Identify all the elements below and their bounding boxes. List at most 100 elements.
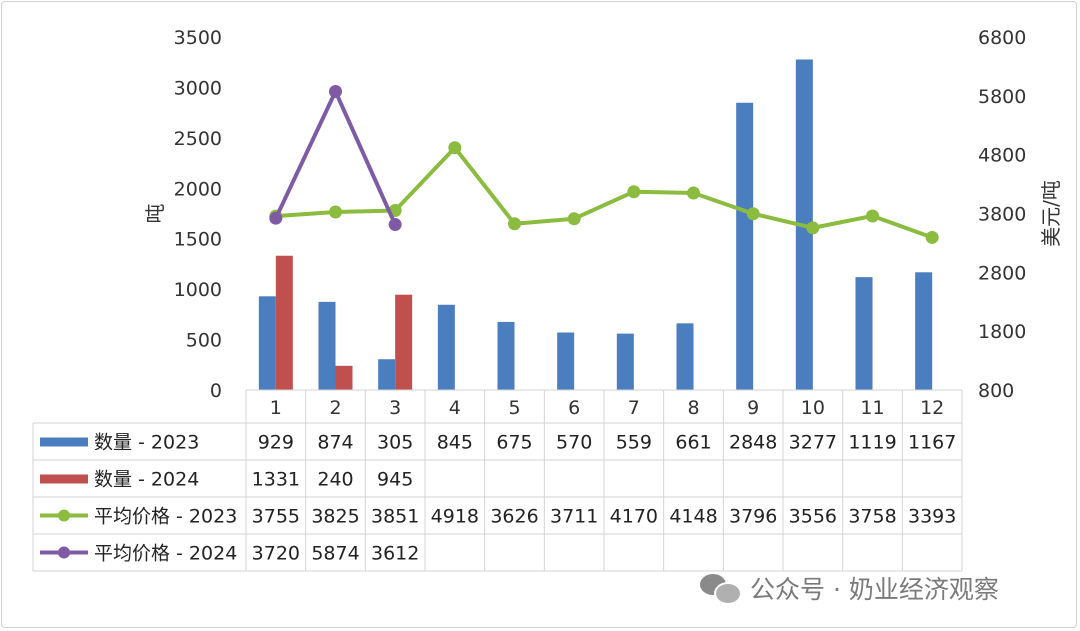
- y-left-tick-label: 500: [186, 330, 222, 352]
- line-point: [627, 185, 641, 199]
- table-value: 3755: [252, 506, 300, 528]
- line-point: [388, 218, 402, 232]
- bar-2023: [557, 332, 575, 390]
- y-right-tick-label: 3800: [978, 204, 1026, 226]
- bar-2023: [497, 321, 515, 390]
- bar-2023: [437, 304, 455, 390]
- table-value: 3825: [311, 506, 359, 528]
- line-point: [269, 211, 283, 225]
- x-tick-label: 10: [801, 397, 825, 419]
- y-left-tick-label: 0: [210, 380, 222, 402]
- bar-2023: [915, 272, 933, 390]
- x-tick-label: 1: [270, 397, 282, 419]
- y-left-axis-title: 吨: [143, 204, 167, 224]
- x-tick-label: 9: [747, 397, 759, 419]
- table-value: 3711: [550, 506, 598, 528]
- x-tick-label: 5: [508, 397, 520, 419]
- table-value: 3796: [729, 506, 777, 528]
- table-value: 874: [317, 432, 353, 454]
- bar-2023: [258, 296, 276, 390]
- y-right-tick-label: 6800: [978, 27, 1026, 49]
- table-value: 240: [317, 469, 353, 491]
- table-value: 1167: [908, 432, 956, 454]
- y-left-tick-label: 1500: [174, 229, 222, 251]
- x-tick-label: 7: [628, 397, 640, 419]
- line-point: [448, 141, 462, 155]
- watermark-text: 公众号 · 奶业经济观察: [750, 575, 999, 604]
- line-point: [925, 230, 939, 244]
- line-point: [567, 212, 581, 226]
- table-value: 929: [258, 432, 294, 454]
- bar-2024: [275, 255, 293, 390]
- bar-2023: [855, 277, 873, 390]
- table-value: 570: [556, 432, 592, 454]
- y-right-tick-label: 2800: [978, 262, 1026, 284]
- x-tick-label: 11: [860, 397, 884, 419]
- legend-label: 平均价格 - 2023: [94, 506, 237, 528]
- y-left-tick-label: 1000: [174, 279, 222, 301]
- table-value: 3720: [252, 543, 300, 565]
- table-value: 1331: [252, 469, 300, 491]
- y-left-tick-label: 3500: [174, 27, 222, 49]
- y-left-tick-label: 2000: [174, 178, 222, 200]
- table-value: 3393: [908, 506, 956, 528]
- line-series-2023: [275, 145, 933, 240]
- table-value: 845: [437, 432, 473, 454]
- table-value: 3612: [371, 543, 419, 565]
- y-right-tick-label: 4800: [978, 145, 1026, 167]
- x-tick-label: 8: [687, 397, 699, 419]
- table-value: 3758: [848, 506, 896, 528]
- legend-key-bar: [40, 437, 88, 447]
- table-value: 4170: [610, 506, 658, 528]
- line-point: [329, 84, 342, 98]
- bar-2023: [378, 359, 396, 390]
- y-right-tick-label: 5800: [978, 86, 1026, 108]
- y-left-tick-label: 2500: [174, 128, 222, 150]
- bar-2023: [318, 301, 336, 390]
- line-point: [508, 217, 521, 231]
- y-right-tick-label: 800: [978, 380, 1014, 402]
- y-right-tick-label: 1800: [978, 321, 1026, 343]
- line-point: [806, 221, 820, 235]
- x-tick-label: 6: [568, 397, 580, 419]
- table-value: 661: [675, 432, 711, 454]
- bar-2024: [335, 365, 353, 390]
- x-tick-label: 3: [389, 397, 401, 419]
- table-value: 1119: [848, 432, 896, 454]
- line-series-2024: [274, 89, 397, 226]
- table-value: 675: [496, 432, 532, 454]
- table-value: 4148: [669, 506, 717, 528]
- x-tick-label: 2: [329, 397, 341, 419]
- line-point: [866, 209, 879, 223]
- bar-2023: [736, 102, 754, 391]
- x-tick-label: 12: [920, 397, 944, 419]
- line-point: [329, 205, 342, 219]
- table-value: 4918: [431, 506, 479, 528]
- watermark: 公众号 · 奶业经济观察: [700, 568, 999, 608]
- table-value: 3626: [490, 506, 538, 528]
- line-point: [746, 207, 760, 221]
- legend-key-marker: [58, 546, 70, 559]
- line-point: [687, 186, 700, 200]
- table-value: 3277: [789, 432, 837, 454]
- legend-key-marker: [58, 509, 70, 522]
- legend-label: 数量 - 2024: [94, 469, 199, 491]
- y-left-tick-label: 3000: [174, 77, 222, 99]
- bar-2023: [616, 333, 634, 390]
- table-value: 3556: [789, 506, 837, 528]
- table-value: 3851: [371, 506, 419, 528]
- table-value: 5874: [311, 543, 359, 565]
- table-value: 945: [377, 469, 413, 491]
- y-right-axis-title: 美元/吨: [1039, 180, 1063, 247]
- table-value: 2848: [729, 432, 777, 454]
- table-value: 305: [377, 432, 413, 454]
- x-tick-label: 4: [449, 397, 461, 419]
- legend-label: 平均价格 - 2024: [94, 543, 237, 565]
- legend-key-bar: [40, 474, 88, 484]
- bar-2024: [395, 294, 413, 390]
- legend-label: 数量 - 2023: [94, 432, 199, 454]
- wechat-icon: [700, 572, 742, 605]
- bar-2023: [676, 323, 694, 390]
